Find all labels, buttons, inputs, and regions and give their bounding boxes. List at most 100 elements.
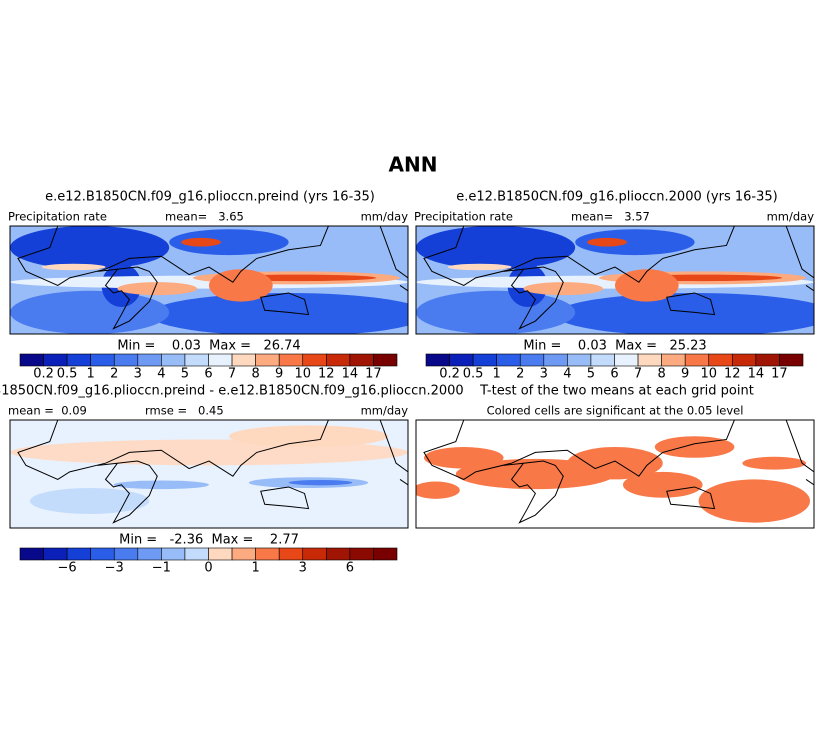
map-field xyxy=(416,420,814,528)
map-frame xyxy=(9,225,409,335)
field-blob xyxy=(29,488,150,514)
panel-title: B1850CN.f09_g16.plioccn.preind - e.e12.B… xyxy=(0,384,464,399)
coastline xyxy=(399,478,408,486)
colorbar-label: 0.2 xyxy=(439,367,460,382)
colorbar-label: 5 xyxy=(587,367,595,382)
field-blob xyxy=(113,480,209,490)
colorbar-label: 1 xyxy=(493,367,501,382)
colorbar-box xyxy=(590,353,615,367)
map-field xyxy=(416,226,814,334)
colorbar-label: 3 xyxy=(134,367,142,382)
colorbar-label: 8 xyxy=(251,367,259,382)
coastline xyxy=(503,462,524,466)
center-label: rmse = 0.45 xyxy=(145,404,224,418)
colorbar-label: 2 xyxy=(110,367,118,382)
field-blob xyxy=(117,282,198,296)
colorbar-box xyxy=(425,353,450,367)
field-blob xyxy=(288,479,353,486)
colorbar-box xyxy=(708,353,733,367)
field-blob xyxy=(41,263,106,271)
field-blob xyxy=(169,229,289,256)
colorbar-box xyxy=(302,353,327,367)
colorbar-box xyxy=(472,353,497,367)
field-blob xyxy=(149,292,408,334)
colorbar-box xyxy=(90,353,115,367)
field-blob xyxy=(10,226,170,270)
colorbar-box xyxy=(208,353,233,367)
colorbar-box xyxy=(349,547,374,561)
colorbar-label: 4 xyxy=(563,367,571,382)
panel-title: e.e12.B1850CN.f09_g16.plioccn.preind (yr… xyxy=(45,190,375,205)
coastline xyxy=(379,420,408,473)
center-label: Colored cells are significant at the 0.0… xyxy=(487,404,744,418)
colorbar-box xyxy=(373,547,398,561)
colorbar-box xyxy=(302,547,327,561)
colorbar-box xyxy=(184,547,209,561)
field-blob xyxy=(416,481,460,499)
map xyxy=(415,225,815,335)
left-label: mean = 0.09 xyxy=(8,404,87,418)
field-blob xyxy=(567,447,663,480)
colorbar-box xyxy=(43,353,68,367)
min-max: Min = 0.03 Max = 25.23 xyxy=(523,339,706,354)
colorbar-label: 17 xyxy=(771,367,788,382)
coastline xyxy=(399,284,408,292)
min-max: Min = 0.03 Max = 26.74 xyxy=(117,339,300,354)
coastline xyxy=(510,266,564,330)
map-frame xyxy=(415,419,815,529)
colorbar-label: 0.2 xyxy=(33,367,54,382)
field-blob xyxy=(622,471,703,498)
coastline xyxy=(104,266,158,330)
coastline xyxy=(785,226,814,279)
coastline xyxy=(785,420,814,473)
coastline xyxy=(423,420,735,480)
colorbar-label: 7 xyxy=(228,367,236,382)
colorbar-label: 17 xyxy=(365,367,382,382)
coastline xyxy=(666,292,716,316)
colorbar-label: 6 xyxy=(204,367,212,382)
center-label: mean= 3.65 xyxy=(165,210,244,224)
colorbar-label: 3 xyxy=(299,561,307,576)
colorbar-box xyxy=(519,353,545,367)
colorbar-box xyxy=(349,353,374,367)
colorbar-label: 7 xyxy=(634,367,642,382)
coastline xyxy=(260,486,310,510)
colorbar-box xyxy=(496,353,521,367)
colorbar-label: 9 xyxy=(681,367,689,382)
field-blob xyxy=(575,229,695,256)
colorbar-box xyxy=(684,353,710,367)
coastline xyxy=(97,268,118,272)
colorbar-label: 9 xyxy=(275,367,283,382)
colorbar-label: 10 xyxy=(294,367,311,382)
colorbar-label: 10 xyxy=(700,367,717,382)
field-blob xyxy=(10,290,170,334)
field-blob xyxy=(523,282,604,296)
right-label: mm/day xyxy=(767,210,815,224)
colorbar-label: 0.5 xyxy=(463,367,484,382)
colorbar-box xyxy=(66,547,91,561)
coastline xyxy=(379,226,408,279)
colorbar-box xyxy=(231,353,256,367)
field-blob xyxy=(555,292,814,334)
field-blob xyxy=(587,237,627,247)
colorbar-label: −6 xyxy=(58,561,77,576)
colorbar-box xyxy=(113,547,139,561)
center-label: mean= 3.57 xyxy=(571,210,650,224)
colorbar-box xyxy=(326,547,351,561)
colorbar-label: 6 xyxy=(346,561,354,576)
colorbar-box xyxy=(19,353,44,367)
coastline xyxy=(17,226,329,286)
map-field xyxy=(10,420,408,528)
colorbar-box xyxy=(449,353,474,367)
map xyxy=(9,225,409,335)
colorbar-box xyxy=(161,353,186,367)
colorbar-label: 8 xyxy=(657,367,665,382)
colorbar-box xyxy=(113,353,139,367)
colorbar-box xyxy=(614,353,639,367)
left-label: Precipitation rate xyxy=(414,210,513,224)
colorbar-label: 1 xyxy=(87,367,95,382)
colorbar-label: 12 xyxy=(724,367,741,382)
min-max: Min = -2.36 Max = 2.77 xyxy=(119,533,299,548)
right-label: mm/day xyxy=(361,210,409,224)
